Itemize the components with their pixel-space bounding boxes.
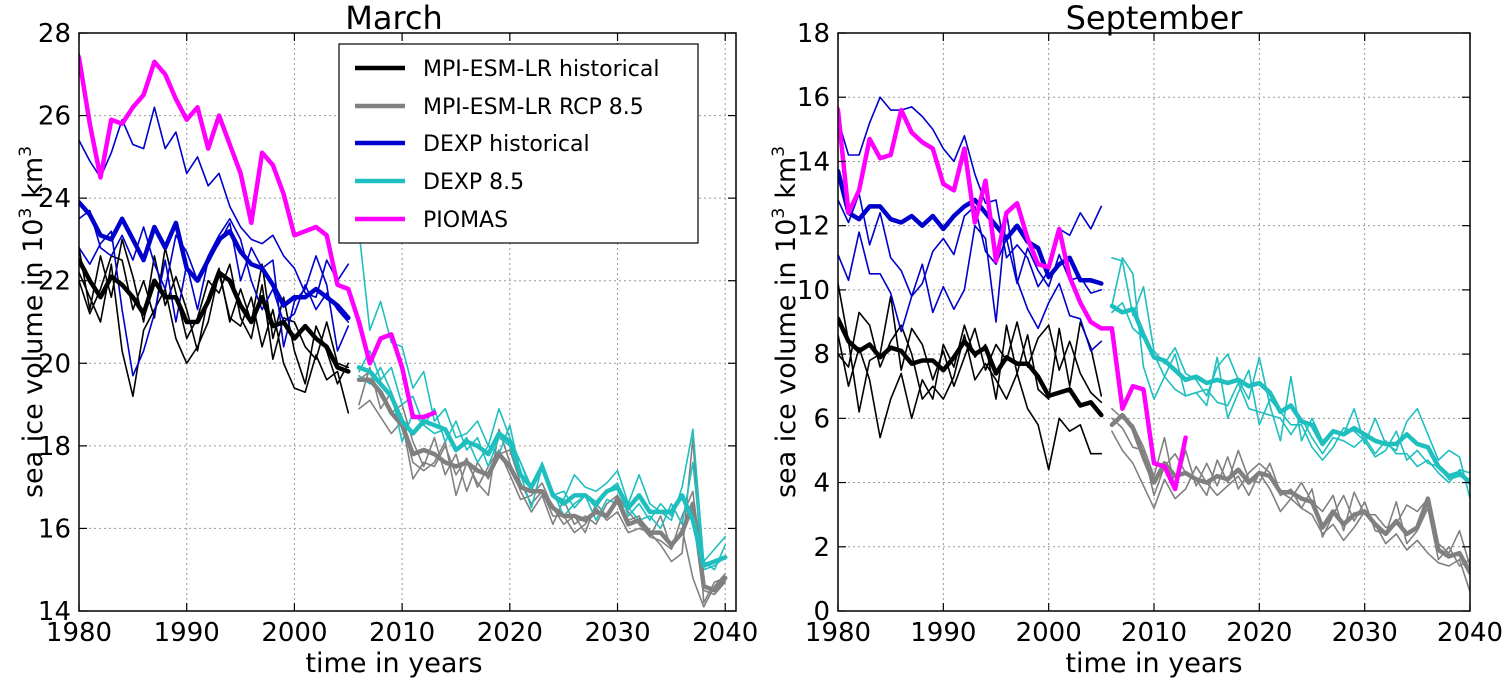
march-ytick-label: 22 (38, 267, 71, 297)
september-ytick-label: 8 (813, 340, 830, 370)
march-panel: March 1980 1990 2000 2010 2020 2030 2040 14 16 18… (16, 0, 758, 679)
march-ylabel: sea ice volume in 103km3 (16, 146, 49, 498)
march-ylabel-sup: 3 (16, 208, 36, 219)
september-xtick-label: 2000 (1016, 618, 1082, 648)
september-xtick-label: 2020 (1226, 618, 1292, 648)
march-ylabel-unit-sup: 3 (16, 146, 36, 157)
september-series-dexp-rcp-mean (1109, 303, 1470, 485)
march-title: March (345, 0, 443, 37)
march-series-piomas (79, 51, 437, 420)
march-ytick-label: 20 (38, 349, 71, 379)
march-xtick-label: 1980 (46, 618, 112, 648)
march-series-dexp-rcp-mean (356, 365, 728, 568)
march-ytick-label: 18 (38, 432, 71, 462)
september-series (838, 96, 1470, 593)
march-ytick-label: 14 (38, 597, 71, 627)
september-ytick-label: 14 (797, 147, 830, 177)
legend-label-dexp-historical: DEXP historical (423, 132, 590, 157)
september-xtick-label: 1980 (805, 618, 871, 648)
september-series-dexp-hist-mean (838, 168, 1104, 286)
september-series-mpi-rcp-mean (1109, 412, 1470, 575)
march-ytick-label: 28 (38, 19, 71, 49)
march-xtick-label: 2030 (584, 618, 650, 648)
march-series (79, 51, 728, 608)
september-ytick-label: 12 (797, 212, 830, 242)
september-xtick-label: 2040 (1437, 618, 1503, 648)
september-ylabel: sea ice volume in 103km3 (769, 146, 802, 498)
september-series-dexp-rcp-member (1111, 301, 1470, 484)
september-series-mpi-hist-member (838, 311, 1103, 400)
september-series-mpi-hist-member (838, 282, 1103, 413)
march-series-mpi-hist-member (79, 238, 350, 385)
september-xtick-label: 2030 (1332, 618, 1398, 648)
september-series-dexp-hist-member (838, 212, 1103, 352)
march-xtick-label: 2040 (692, 618, 758, 648)
september-ytick-label: 2 (813, 533, 830, 563)
september-ylabel-unit-sup: 3 (769, 146, 789, 157)
march-xlabel: time in years (305, 648, 482, 679)
september-ylabel-main: sea ice volume in 10 (771, 219, 802, 499)
march-series-dexp-rcp-member (358, 350, 727, 571)
march-ylabel-main: sea ice volume in 10 (18, 219, 49, 499)
september-panel: September 1980 1990 2000 2010 2020 2030 2040 0 2… (769, 0, 1503, 679)
march-ytick-label: 16 (38, 514, 71, 544)
september-xtick-label: 2010 (1121, 618, 1187, 648)
march-series-mpi-hist-member (79, 246, 350, 369)
march-ytick-label: 24 (38, 184, 71, 214)
march-series-mpi-rcp-mean (356, 377, 728, 593)
september-ytick-label: 16 (797, 83, 830, 113)
september-title: September (1066, 0, 1244, 37)
march-series-mpi-hist-mean (79, 257, 351, 374)
legend: MPI-ESM-LR historical MPI-ESM-LR RCP 8.5… (338, 43, 699, 244)
september-ytick-label: 0 (813, 597, 830, 627)
september-series-piomas (838, 104, 1188, 492)
september-xlabel: time in years (1065, 648, 1242, 679)
september-series-dexp-rcp-member (1111, 256, 1470, 500)
march-ytick-label: 26 (38, 102, 71, 132)
march-ticks: 1980 1990 2000 2010 2020 2030 2040 14 16 18 20 22 24… (38, 19, 758, 648)
september-series-mpi-hist-mean (838, 316, 1104, 418)
legend-label-mpi-historical: MPI-ESM-LR historical (423, 57, 659, 82)
september-ylabel-unit: km (771, 157, 802, 199)
september-ylabel-sup: 3 (769, 208, 789, 219)
march-plot-frame (78, 32, 737, 612)
march-xtick-label: 2000 (261, 618, 327, 648)
legend-label-dexp-85: DEXP 8.5 (423, 170, 524, 195)
march-xtick-label: 2010 (369, 618, 435, 648)
march-series-dexp-hist-mean (79, 200, 351, 321)
march-xtick-label: 1990 (154, 618, 220, 648)
march-xtick-label: 2020 (477, 618, 543, 648)
legend-label-piomas: PIOMAS (423, 208, 508, 233)
september-ytick-label: 4 (813, 469, 830, 499)
march-series-mpi-rcp-member (358, 370, 727, 604)
september-series-dexp-hist-member (838, 192, 1103, 298)
september-ticks: 1980 1990 2000 2010 2020 2030 2040 0 2 4 6 8 10 12 14 1… (797, 19, 1503, 648)
september-xtick-label: 1990 (910, 618, 976, 648)
march-series-mpi-hist-member (79, 263, 350, 414)
legend-label-mpi-rcp85: MPI-ESM-LR RCP 8.5 (423, 95, 644, 120)
september-series-mpi-rcp-member (1111, 417, 1470, 567)
september-ytick-label: 6 (813, 404, 830, 434)
september-ytick-label: 10 (797, 276, 830, 306)
march-ylabel-unit: km (18, 157, 49, 199)
september-ytick-label: 18 (797, 19, 830, 49)
